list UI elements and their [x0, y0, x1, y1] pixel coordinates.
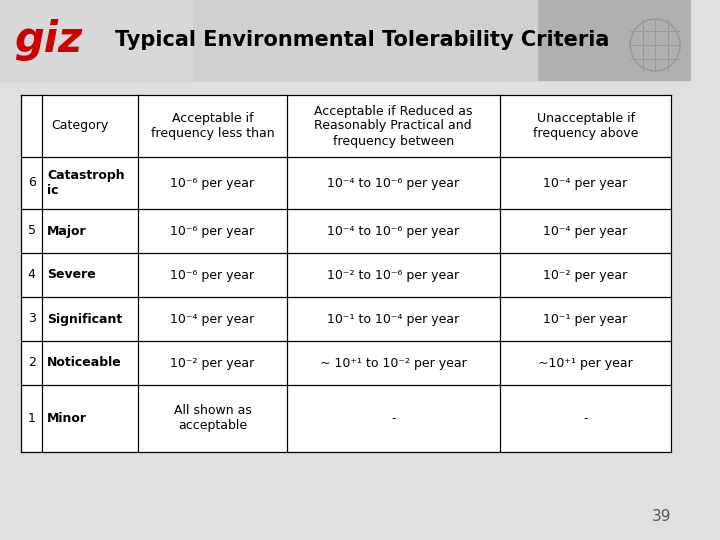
Text: ~ 10⁺¹ to 10⁻² per year: ~ 10⁺¹ to 10⁻² per year	[320, 356, 467, 369]
Text: Minor: Minor	[47, 412, 87, 425]
Text: 10⁻² to 10⁻⁶ per year: 10⁻² to 10⁻⁶ per year	[327, 268, 459, 281]
Text: 4: 4	[27, 268, 35, 281]
Text: 10⁻⁴ per year: 10⁻⁴ per year	[544, 177, 628, 190]
Text: Category: Category	[51, 119, 108, 132]
Text: 10⁻¹ per year: 10⁻¹ per year	[544, 313, 628, 326]
Text: 6: 6	[27, 177, 35, 190]
Text: 5: 5	[27, 225, 36, 238]
Text: 10⁻⁴ per year: 10⁻⁴ per year	[171, 313, 255, 326]
Text: 10⁻⁶ per year: 10⁻⁶ per year	[171, 177, 255, 190]
Text: 10⁻⁴ to 10⁻⁶ per year: 10⁻⁴ to 10⁻⁶ per year	[327, 177, 459, 190]
Text: 1: 1	[27, 412, 35, 425]
Bar	[0, 0, 192, 80]
Text: 10⁻² per year: 10⁻² per year	[171, 356, 255, 369]
Text: Typical Environmental Tolerability Criteria: Typical Environmental Tolerability Crite…	[115, 30, 609, 50]
Bar	[0, 0, 537, 80]
Text: ~10⁺¹ per year: ~10⁺¹ per year	[539, 356, 633, 369]
Text: 10⁻⁶ per year: 10⁻⁶ per year	[171, 268, 255, 281]
Text: Acceptable if Reduced as
Reasonably Practical and
frequency between: Acceptable if Reduced as Reasonably Prac…	[314, 105, 472, 147]
Text: 3: 3	[27, 313, 35, 326]
Text: Noticeable: Noticeable	[47, 356, 122, 369]
Text: 10⁻⁶ per year: 10⁻⁶ per year	[171, 225, 255, 238]
Text: All shown as
acceptable: All shown as acceptable	[174, 404, 251, 433]
Text: 10⁻⁴ per year: 10⁻⁴ per year	[544, 225, 628, 238]
Text: Unacceptable if
frequency above: Unacceptable if frequency above	[533, 112, 638, 140]
Bar	[0, 0, 690, 80]
Text: Catastroph
ic: Catastroph ic	[47, 169, 125, 197]
Bar	[21, 95, 672, 452]
Text: 2: 2	[27, 356, 35, 369]
Text: Major: Major	[47, 225, 86, 238]
Text: 10⁻⁴ to 10⁻⁶ per year: 10⁻⁴ to 10⁻⁶ per year	[327, 225, 459, 238]
Text: 39: 39	[652, 509, 672, 524]
Text: giz: giz	[14, 19, 83, 61]
Text: Acceptable if
frequency less than: Acceptable if frequency less than	[150, 112, 274, 140]
Text: -: -	[391, 412, 395, 425]
Text: Severe: Severe	[47, 268, 96, 281]
Text: -: -	[583, 412, 588, 425]
Text: 10⁻¹ to 10⁻⁴ per year: 10⁻¹ to 10⁻⁴ per year	[327, 313, 459, 326]
Text: 10⁻² per year: 10⁻² per year	[544, 268, 628, 281]
Text: Significant: Significant	[47, 313, 122, 326]
